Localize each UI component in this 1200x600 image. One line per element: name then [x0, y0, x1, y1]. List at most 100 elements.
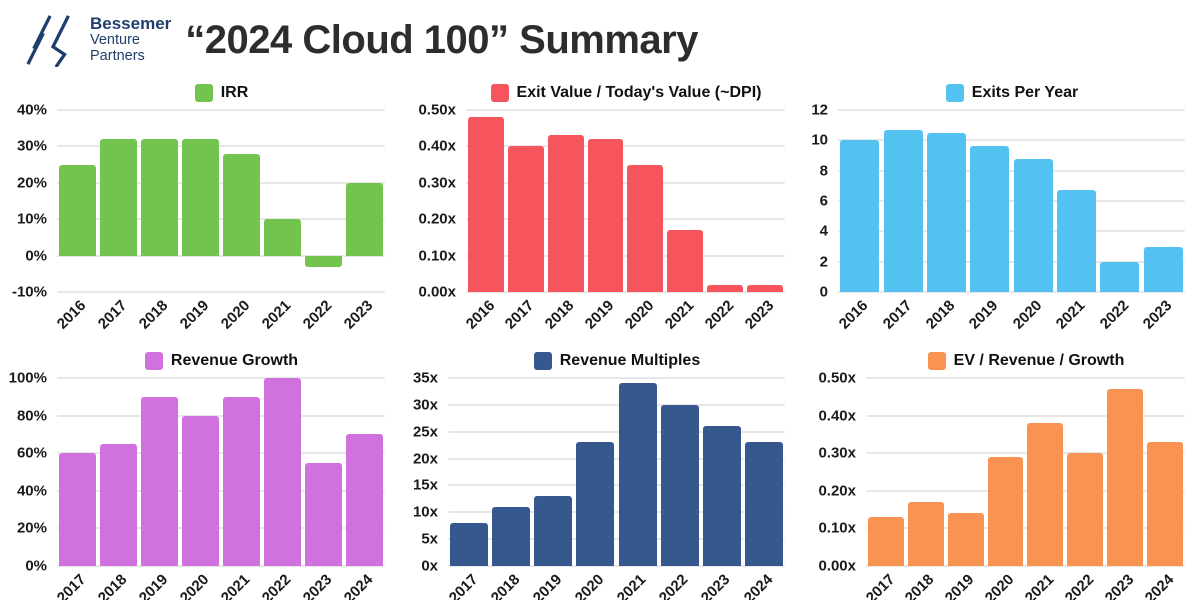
- bar-2024: [1147, 441, 1183, 566]
- plot-area: [866, 377, 1185, 567]
- x-tick-label: 2017: [53, 571, 90, 600]
- x-tick-label: 2021: [217, 571, 254, 600]
- bar-2018: [100, 443, 137, 566]
- x-tick-label: 2024: [740, 571, 776, 600]
- bar-2024: [346, 434, 383, 566]
- bar-2024: [744, 442, 783, 566]
- y-tick-label: 20x: [412, 450, 438, 468]
- gridline: [838, 200, 1185, 202]
- gridline: [466, 218, 785, 221]
- chart-revenue-growth: Revenue Growth 100% 80% 60% 40% 20% 0% 2017 20…: [0, 340, 400, 600]
- bar-2020: [987, 456, 1024, 566]
- y-tick-label: 15x: [412, 476, 438, 494]
- bar-2021: [1027, 423, 1064, 566]
- bar-2022: [305, 255, 342, 267]
- bar-2019: [534, 496, 573, 566]
- bar-2017: [59, 453, 96, 566]
- plot-area: [466, 109, 785, 293]
- bar-2022: [1100, 261, 1140, 292]
- gridline: [838, 260, 1185, 263]
- x-tick-label: 2017: [879, 297, 916, 333]
- x-tick-label: 2020: [176, 571, 213, 600]
- gridline: [838, 109, 1185, 111]
- y-tick-label: 30%: [16, 137, 47, 155]
- bar-2022: [707, 284, 744, 292]
- x-tick-label: 2024: [340, 571, 377, 600]
- bessemer-slashes-icon: [26, 15, 70, 67]
- legend: IRR: [4, 82, 400, 104]
- y-tick-label: 60%: [16, 444, 47, 462]
- bar-2016: [840, 140, 880, 292]
- x-tick-label: 2017: [502, 297, 538, 333]
- page-title: “2024 Cloud 100” Summary: [185, 17, 698, 62]
- legend: Revenue Multiples: [404, 350, 800, 372]
- x-tick-label: 2021: [258, 297, 295, 333]
- chart-revenue-multiples: Revenue Multiples 35x 30x 25x 20x 15x 10x 5x 0x…: [400, 340, 800, 600]
- bar-2017: [450, 523, 488, 566]
- bar-2019: [141, 396, 178, 566]
- x-tick-label: 2021: [661, 297, 698, 333]
- bar-2023: [346, 182, 383, 256]
- x-tick-label: 2019: [942, 571, 978, 600]
- x-tick-label: 2017: [445, 571, 482, 600]
- plot-area: [448, 377, 785, 567]
- bar-2021: [667, 230, 704, 292]
- legend-swatch: [194, 84, 213, 102]
- charts-grid: IRR 40% 30% 20% 10% 0% -10% 2016 2017 2018 2019 2…: [0, 80, 1200, 600]
- bar-2017: [507, 146, 544, 292]
- x-tick-label: 2023: [1139, 297, 1176, 333]
- gridline: [448, 377, 785, 379]
- gridline: [448, 457, 785, 460]
- bar-2022: [660, 404, 699, 566]
- y-axis: 40% 30% 20% 10% 0% -10%: [4, 102, 57, 301]
- x-tick-label: 2023: [1101, 571, 1138, 600]
- gridline: [57, 377, 385, 379]
- y-tick-label: 0%: [25, 557, 47, 575]
- x-tick-label: 2016: [836, 297, 872, 333]
- x-tick-label: 2024: [1141, 571, 1178, 600]
- legend-label: Revenue Growth: [170, 352, 299, 369]
- gridline: [448, 430, 785, 433]
- y-tick-label: -10%: [11, 283, 47, 301]
- bar-2016: [59, 164, 96, 256]
- gridline: [466, 291, 785, 293]
- y-tick-label: 0.40x: [818, 407, 856, 425]
- y-axis: 12 10 8 6 4 2 0: [804, 102, 838, 301]
- x-tick-label: 2019: [135, 571, 172, 600]
- y-tick-label: 40%: [16, 482, 47, 500]
- x-tick-label: 2023: [698, 571, 734, 600]
- legend-label: IRR: [220, 84, 249, 101]
- y-tick-label: 10: [811, 131, 828, 149]
- bar-2021: [618, 383, 657, 566]
- x-axis: 2016 2017 2018 2019 2020 2021 2022 2023: [462, 292, 785, 340]
- y-tick-label: 0.30x: [418, 174, 456, 192]
- x-tick-label: 2020: [1009, 297, 1046, 333]
- gridline: [838, 230, 1185, 233]
- plot-area: [838, 109, 1185, 293]
- gridline: [466, 254, 785, 257]
- x-axis: 2017 2018 2019 2020 2021 2022 2023 2024: [53, 566, 385, 600]
- y-tick-label: 10x: [412, 503, 438, 521]
- y-tick-label: 80%: [16, 407, 47, 425]
- y-tick-label: 100%: [8, 369, 47, 387]
- x-tick-label: 2021: [1021, 571, 1058, 600]
- gridline: [448, 403, 785, 406]
- x-tick-label: 2018: [542, 297, 578, 333]
- y-axis: 0.50x 0.40x 0.30x 0.20x 0.10x 0.00x: [404, 102, 466, 301]
- gridline: [838, 169, 1185, 172]
- bar-2019: [587, 139, 624, 292]
- legend-label: Revenue Multiples: [559, 352, 701, 369]
- chart-irr: IRR 40% 30% 20% 10% 0% -10% 2016 2017 2018 2019 2…: [0, 80, 400, 340]
- gridline: [838, 291, 1185, 293]
- x-tick-label: 2023: [299, 571, 336, 600]
- gridline: [448, 484, 785, 487]
- x-tick-label: 2023: [741, 297, 778, 333]
- y-tick-label: 0.30x: [818, 444, 856, 462]
- bar-2020: [182, 415, 219, 566]
- gridline: [466, 181, 785, 184]
- x-tick-label: 2022: [656, 571, 692, 600]
- bar-2018: [547, 135, 584, 292]
- gridline: [57, 218, 385, 221]
- header: Bessemer Venture Partners “2024 Cloud 10…: [0, 0, 1200, 80]
- x-tick-label: 2018: [94, 571, 131, 600]
